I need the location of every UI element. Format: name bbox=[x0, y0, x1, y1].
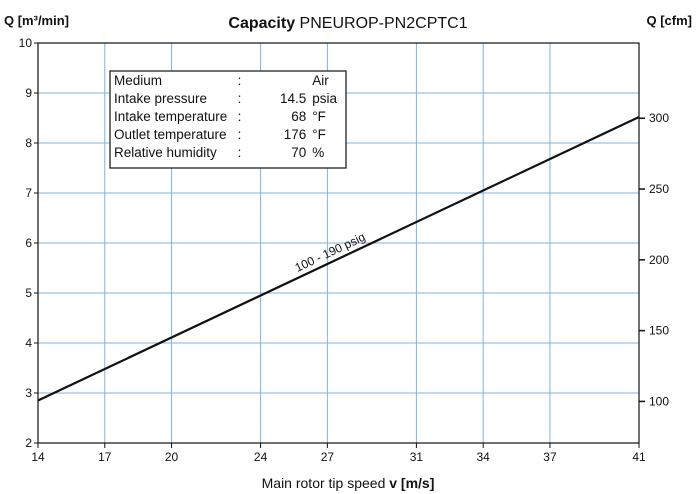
y-left-tick-label: 6 bbox=[25, 236, 32, 250]
info-unit: °F bbox=[312, 109, 326, 124]
info-label: Intake pressure bbox=[114, 91, 208, 106]
y-axis-right-label: Q [cfm] bbox=[647, 13, 693, 28]
y-right-tick-label: 200 bbox=[649, 253, 669, 267]
info-sep: : bbox=[237, 109, 242, 124]
info-label: Intake temperature bbox=[114, 109, 228, 124]
info-value bbox=[273, 72, 307, 90]
y-left-tick-label: 5 bbox=[25, 286, 32, 300]
series-label: 100 - 190 psig bbox=[293, 230, 368, 275]
x-tick-label: 20 bbox=[165, 450, 179, 464]
y-right-tick-label: 150 bbox=[649, 324, 669, 338]
x-tick-label: 34 bbox=[477, 450, 491, 464]
x-tick-label: 24 bbox=[254, 450, 268, 464]
series-line bbox=[37, 116, 640, 402]
x-tick-label: 14 bbox=[31, 450, 45, 464]
x-axis-label: Main rotor tip speed v [m/s] bbox=[262, 475, 435, 491]
info-unit: Air bbox=[312, 73, 329, 88]
x-tick-label: 37 bbox=[543, 450, 557, 464]
y-left-tick-label: 7 bbox=[25, 186, 32, 200]
info-row: Relative humidity: 70% bbox=[114, 144, 344, 162]
info-label: Relative humidity bbox=[114, 145, 217, 160]
info-sep: : bbox=[237, 91, 242, 106]
x-axis-label-text: Main rotor tip speed bbox=[262, 475, 390, 491]
chart-title-rest: PNEUROP-PN2CPTC1 bbox=[295, 15, 468, 32]
x-tick-label: 31 bbox=[410, 450, 424, 464]
info-label: Medium bbox=[114, 73, 163, 88]
info-row: Intake temperature: 68 °F bbox=[114, 108, 344, 126]
y-left-tick-label: 9 bbox=[25, 86, 32, 100]
y-left-tick-label: 4 bbox=[25, 336, 32, 350]
y-left-tick-label: 3 bbox=[25, 386, 32, 400]
x-tick-label: 17 bbox=[98, 450, 112, 464]
info-value: 14.5 bbox=[279, 91, 307, 106]
info-unit: % bbox=[312, 145, 325, 160]
info-unit: °F bbox=[312, 127, 326, 142]
info-sep: : bbox=[237, 73, 242, 88]
chart-title: Capacity PNEUROP-PN2CPTC1 bbox=[228, 15, 467, 32]
y-right-tick-label: 300 bbox=[649, 111, 669, 125]
x-axis-ticks: 14 17 20 24 27 31 34 37 41 bbox=[31, 443, 646, 464]
info-value: 176 bbox=[283, 127, 307, 142]
y-axis-left-ticks: 2 3 4 5 6 7 8 9 10 bbox=[19, 36, 38, 450]
y-left-tick-label: 10 bbox=[19, 36, 33, 50]
info-sep: : bbox=[237, 145, 242, 160]
y-axis-left-label: Q [m³/min] bbox=[4, 13, 69, 28]
x-axis-label-bold: v [m/s] bbox=[389, 475, 434, 491]
info-row: Medium: Air bbox=[114, 72, 344, 90]
info-row: Intake pressure: 14.5 psia bbox=[114, 90, 344, 108]
plot-frame bbox=[37, 42, 640, 444]
y-left-tick-label: 2 bbox=[25, 436, 32, 450]
y-left-tick-label: 8 bbox=[25, 136, 32, 150]
x-tick-label: 27 bbox=[321, 450, 335, 464]
y-axis-right-ticks: 100 150 200 250 300 bbox=[639, 111, 669, 408]
x-tick-label: 41 bbox=[632, 450, 646, 464]
info-value: 70 bbox=[291, 145, 307, 160]
info-value: 68 bbox=[291, 109, 307, 124]
y-right-tick-label: 100 bbox=[649, 394, 669, 408]
y-right-tick-label: 250 bbox=[649, 182, 669, 196]
info-sep: : bbox=[237, 127, 242, 142]
info-row: Outlet temperature: 176 °F bbox=[114, 126, 344, 144]
chart-title-bold: Capacity bbox=[228, 15, 295, 32]
info-unit: psia bbox=[312, 91, 337, 106]
info-table: Medium: Air Intake pressure:14.5 psia Intake… bbox=[114, 72, 344, 162]
info-label: Outlet temperature bbox=[114, 127, 227, 142]
info-box-frame bbox=[109, 70, 347, 169]
